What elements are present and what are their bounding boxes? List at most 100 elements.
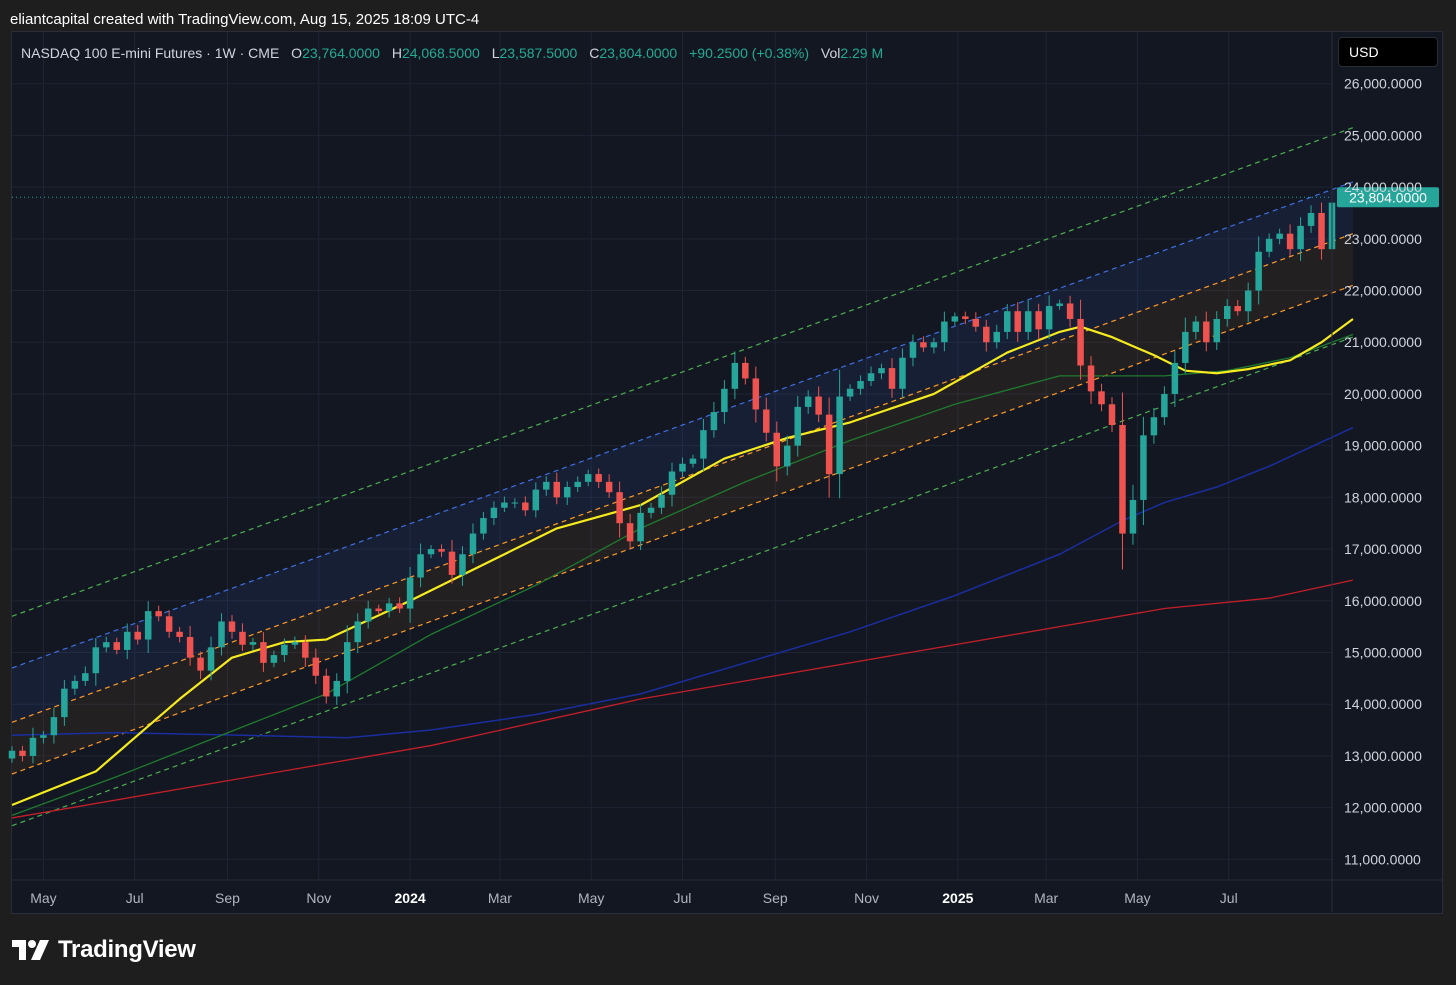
candle <box>239 623 246 651</box>
candle-body <box>1108 404 1116 425</box>
candle-body <box>972 318 980 327</box>
candle <box>186 626 194 666</box>
candle <box>427 545 435 559</box>
candle-body <box>532 489 540 511</box>
high-label: H <box>391 45 402 61</box>
channel-lower-line <box>11 284 1354 775</box>
candle <box>825 397 833 498</box>
candle-body <box>574 481 581 488</box>
candle-body <box>427 549 435 555</box>
candle <box>1244 282 1252 323</box>
price-axis-label: 23,000.0000 <box>1344 231 1422 247</box>
candle-body <box>763 409 770 433</box>
candle-body <box>354 621 361 643</box>
candle-body <box>375 608 382 612</box>
candle <box>281 638 288 663</box>
candle <box>312 648 320 685</box>
candle-body <box>846 388 854 397</box>
currency-button[interactable]: USD <box>1338 37 1438 67</box>
candle <box>763 397 770 442</box>
candle <box>815 386 822 423</box>
candle-body <box>878 368 885 374</box>
candle <box>333 673 341 705</box>
candle-body <box>61 688 68 718</box>
candle-body <box>469 533 477 555</box>
candle-body <box>1161 393 1168 418</box>
candle-body <box>343 642 351 681</box>
axes: 26,000.0000 25,000.0000 24,000.0000 23,000.… <box>12 32 1442 912</box>
candle <box>888 358 896 398</box>
candle <box>1045 295 1053 340</box>
candle-body <box>773 432 781 467</box>
candle-body <box>1003 311 1011 332</box>
candle <box>752 366 760 423</box>
candle-body <box>1014 311 1021 332</box>
candle-body <box>930 342 938 348</box>
candle-body <box>438 549 445 552</box>
candle-body <box>207 647 215 671</box>
candle <box>605 474 613 498</box>
candle <box>1276 228 1283 245</box>
candle <box>448 539 456 584</box>
candle-body <box>1045 306 1053 330</box>
candle-body <box>909 342 917 358</box>
candle-body <box>1140 435 1147 500</box>
candle-body <box>1171 362 1179 394</box>
symbol-title[interactable]: NASDAQ 100 E-mini Futures · 1W · CME <box>21 45 280 61</box>
candle-body <box>113 642 121 650</box>
candle-body <box>752 378 760 410</box>
candle <box>553 472 561 505</box>
candle <box>1003 304 1011 340</box>
candle <box>595 468 602 489</box>
candle <box>846 384 854 401</box>
time-axis-label: Mar <box>1034 890 1058 906</box>
time-axis-label: Sep <box>215 890 240 906</box>
candle-body <box>82 673 89 681</box>
candle <box>155 605 162 622</box>
candle <box>364 600 372 629</box>
candle-body <box>1035 311 1042 330</box>
candle-body <box>983 326 990 343</box>
candle <box>1035 303 1042 340</box>
candle <box>134 625 141 645</box>
candle <box>8 746 16 763</box>
candle-body <box>721 388 728 413</box>
time-axis-label: 2024 <box>395 890 426 906</box>
candle <box>165 610 173 638</box>
candle-body <box>951 316 959 322</box>
candle <box>836 369 843 499</box>
candle <box>1307 205 1315 233</box>
candle <box>113 637 121 655</box>
candle <box>260 632 267 672</box>
candle <box>658 486 665 514</box>
price-axis-label: 14,000.0000 <box>1344 696 1422 712</box>
candle-body <box>836 396 843 475</box>
candle-body <box>941 321 948 343</box>
price-axis-label: 16,000.0000 <box>1344 593 1422 609</box>
candle-body <box>522 502 529 511</box>
candle-body <box>249 642 257 645</box>
candle-body <box>396 603 403 609</box>
chart-pane[interactable] <box>11 31 1443 914</box>
volume-label: Vol <box>820 45 841 61</box>
candle <box>1318 202 1325 260</box>
candle <box>82 666 89 686</box>
candle-body <box>1286 233 1294 250</box>
ma-green-line <box>11 333 1354 816</box>
candle-body <box>291 642 299 645</box>
candle-body <box>1098 391 1105 405</box>
candle-body <box>689 458 697 464</box>
candle <box>867 366 875 387</box>
tradingview-brand[interactable]: TradingView <box>12 936 196 964</box>
candle <box>1129 484 1137 545</box>
candle-body <box>742 362 749 379</box>
candle-body <box>647 507 655 513</box>
candle-body <box>867 373 875 382</box>
low-label: L <box>491 45 500 61</box>
candle-body <box>1192 321 1200 332</box>
candle-body <box>584 474 592 482</box>
candle <box>804 390 812 414</box>
time-axis-label: 2025 <box>942 890 973 906</box>
candle-body <box>1203 321 1210 343</box>
